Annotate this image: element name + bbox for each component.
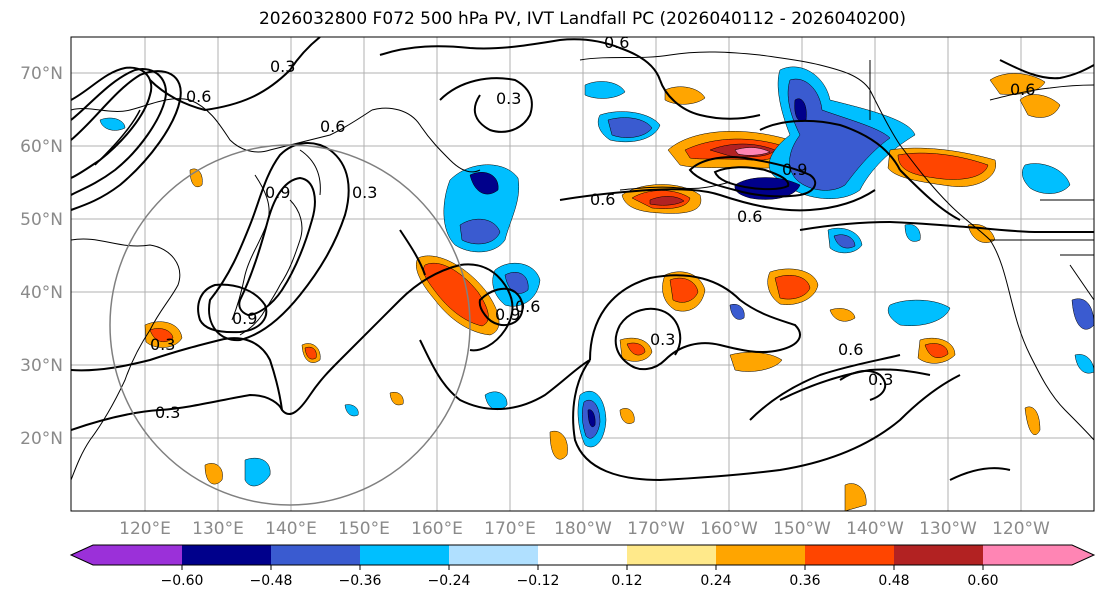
lon-label: 150°E bbox=[338, 519, 390, 539]
contour-label: 0.3 bbox=[155, 403, 180, 422]
anomaly-fills bbox=[99, 66, 1094, 511]
lat-label: 70°N bbox=[20, 64, 63, 84]
lon-label: 170°W bbox=[627, 519, 685, 539]
colorbar-segment bbox=[271, 545, 361, 565]
lon-label: 120°E bbox=[119, 519, 171, 539]
pv-contours bbox=[71, 37, 1094, 482]
contour-label: 0.3 bbox=[150, 335, 175, 354]
colorbar-segment bbox=[449, 545, 539, 565]
colorbar-outline bbox=[69, 544, 1096, 566]
lon-label: 140°E bbox=[265, 519, 317, 539]
lat-label: 50°N bbox=[20, 210, 63, 230]
colorbar-tick-label: −0.12 bbox=[517, 573, 560, 589]
contour-label: 0.3 bbox=[650, 330, 675, 349]
lon-label: 120°W bbox=[992, 519, 1050, 539]
lat-label: 60°N bbox=[20, 137, 63, 157]
lon-label: 150°W bbox=[773, 519, 831, 539]
contour-label: 0.6 bbox=[590, 190, 615, 209]
coastlines bbox=[71, 51, 1094, 481]
colorbar-tick-label: −0.36 bbox=[339, 573, 382, 589]
colorbar-tick-label: 0.36 bbox=[789, 573, 820, 589]
lon-label: 160°W bbox=[700, 519, 758, 539]
colorbar-extend-left bbox=[71, 545, 93, 565]
colorbar-segment bbox=[894, 545, 984, 565]
lon-label: 170°E bbox=[484, 519, 536, 539]
contour-label: 0.9 bbox=[782, 160, 807, 179]
map-border bbox=[70, 36, 1095, 512]
lon-label: 140°W bbox=[846, 519, 904, 539]
contour-label: 0.6 bbox=[320, 117, 345, 136]
longitude-labels: 120°E 130°E 140°E 150°E 160°E 170°E 180°… bbox=[119, 519, 1050, 539]
latitude-labels: 70°N 60°N 50°N 40°N 30°N 20°N bbox=[20, 64, 63, 449]
lat-label: 30°N bbox=[20, 356, 63, 376]
colorbar-segment bbox=[805, 545, 895, 565]
colorbar-segment bbox=[182, 545, 272, 565]
radius-circle bbox=[109, 144, 471, 506]
contour-label: 0.3 bbox=[352, 183, 377, 202]
contour-label: 0.9 bbox=[232, 309, 257, 328]
colorbar-extend-right bbox=[1072, 545, 1094, 565]
lon-label: 160°E bbox=[411, 519, 463, 539]
contour-label: 0.3 bbox=[496, 89, 521, 108]
contour-label: 0.9 bbox=[265, 183, 290, 202]
colorbar-segment bbox=[538, 545, 628, 565]
lat-label: 20°N bbox=[20, 429, 63, 449]
colorbar-segment bbox=[627, 545, 717, 565]
colorbar-tick-label: 0.48 bbox=[878, 573, 909, 589]
lon-label: 180°W bbox=[554, 519, 612, 539]
colorbar-tick-label: −0.24 bbox=[428, 573, 471, 589]
contour-label: 0.3 bbox=[868, 370, 893, 389]
contour-label: 0.6 bbox=[737, 207, 762, 226]
contour-label: 0.9 bbox=[495, 305, 520, 324]
contour-label: 0.6 bbox=[515, 297, 540, 316]
colorbar-tick-label: 0.12 bbox=[611, 573, 642, 589]
colorbar-segment bbox=[983, 545, 1073, 565]
lon-label: 130°W bbox=[919, 519, 977, 539]
contour-label: 0.6 bbox=[604, 33, 629, 52]
colorbar-tick-label: −0.48 bbox=[250, 573, 293, 589]
contour-label: 0.6 bbox=[186, 87, 211, 106]
contour-labels: 0.3 0.6 0.9 0.3 0.6 0.3 0.6 0.9 0.6 0.3 … bbox=[150, 33, 1035, 422]
lon-label: 130°E bbox=[192, 519, 244, 539]
colorbar-tick-label: −0.60 bbox=[161, 573, 204, 589]
colorbar-tick-label: 0.60 bbox=[967, 573, 998, 589]
colorbar-tick-label: 0.24 bbox=[700, 573, 731, 589]
colorbar-segment bbox=[716, 545, 806, 565]
contour-label: 0.6 bbox=[1010, 80, 1035, 99]
contour-label: 0.6 bbox=[838, 340, 863, 359]
colorbar-segment bbox=[360, 545, 450, 565]
colorbar: −0.60 −0.48 −0.36 −0.24 −0.12 0.12 0.24 0.36 0.4… bbox=[69, 544, 1096, 589]
colorbar-segment bbox=[93, 545, 183, 565]
lat-label: 40°N bbox=[20, 283, 63, 303]
map-title: 2026032800 F072 500 hPa PV, IVT Landfall… bbox=[258, 9, 906, 29]
contour-label: 0.3 bbox=[270, 57, 295, 76]
